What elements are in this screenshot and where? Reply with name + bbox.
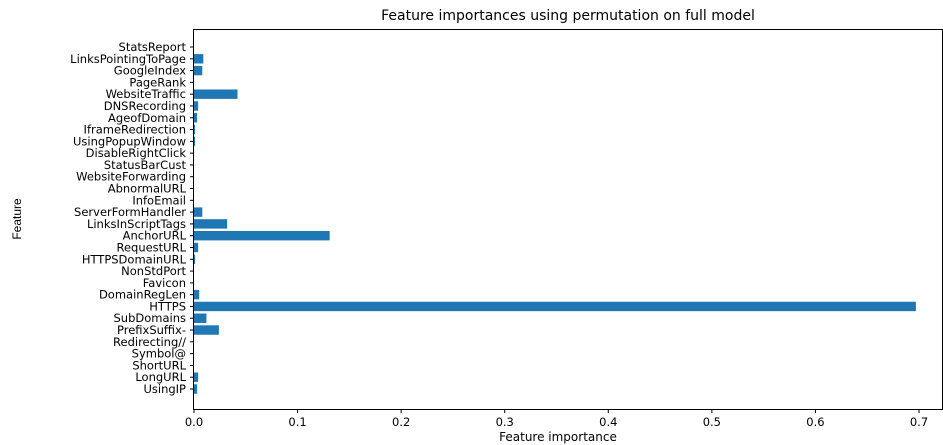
x-tick-label-5: 0.5	[703, 415, 721, 429]
y-tick-label-dnsrecording: DNSRecording	[104, 99, 186, 113]
y-tick-label-requesturl: RequestURL	[116, 240, 186, 254]
y-tick-label-websiteforwarding: WebsiteForwarding	[76, 170, 186, 184]
bar-prefixsuffix	[194, 325, 219, 335]
bar-websitetraffic	[194, 89, 238, 99]
y-tick-label-googleindex: GoogleIndex	[114, 64, 186, 78]
x-tick-label-3: 0.3	[496, 415, 514, 429]
y-tick-label-linksinscripttags: LinksInScriptTags	[87, 217, 186, 231]
bar-ageofdomain	[194, 113, 198, 123]
y-tick-label-symbol: Symbol@	[132, 347, 186, 361]
bar-anchorurl	[194, 230, 330, 241]
bar-https	[194, 301, 916, 312]
y-tick-label-domainreglen: DomainRegLen	[99, 288, 186, 302]
y-tick-label-disablerightclick: DisableRightClick	[86, 146, 187, 160]
y-tick-label-statsreport: StatsReport	[119, 40, 187, 54]
bar-iframeredirection	[194, 124, 196, 135]
y-tick-label-statusbarcust: StatusBarCust	[104, 158, 187, 172]
y-tick-label-usingip: UsingIP	[143, 382, 186, 396]
bar-domainreglen	[194, 289, 200, 300]
bar-subdomains	[194, 313, 207, 323]
y-tick-label-subdomains: SubDomains	[113, 311, 186, 325]
bar-usingip	[194, 384, 198, 394]
chart-title: Feature importances using permutation on…	[381, 8, 755, 24]
y-tick-label-pagerank: PageRank	[129, 75, 186, 89]
y-tick-label-iframeredirection: IframeRedirection	[84, 123, 186, 137]
y-tick-label-infoemail: InfoEmail	[132, 193, 186, 207]
y-tick-label-redirecting: Redirecting//	[113, 335, 186, 349]
x-ticks-group: 0.0 0.1 0.2 0.3 0.4 0.5 0.6 0.7	[185, 409, 928, 429]
y-tick-label-anchorurl: AnchorURL	[123, 229, 187, 243]
bar-usingpopupwindow	[194, 136, 196, 147]
y-tick-label-shorturl: ShortURL	[132, 358, 186, 372]
x-tick-label-0: 0.0	[185, 415, 203, 429]
bar-requesturl	[194, 242, 199, 253]
y-tick-label-favicon: Favicon	[143, 276, 186, 290]
bar-linksinscripttags	[194, 219, 228, 229]
y-tick-label-websitetraffic: WebsiteTraffic	[106, 87, 186, 101]
x-tick-label-4: 0.4	[599, 415, 617, 429]
x-tick-label-1: 0.1	[288, 415, 306, 429]
y-tick-label-usingpopupwindow: UsingPopupWindow	[73, 134, 186, 148]
bar-longurl	[194, 372, 199, 382]
bar-googleindex	[194, 65, 203, 76]
y-tick-label-longurl: LongURL	[135, 370, 186, 384]
y-tick-label-serverformhandler: ServerFormHandler	[74, 205, 186, 219]
bar-serverformhandler	[194, 207, 203, 217]
bars-group	[194, 54, 916, 394]
x-tick-label-2: 0.2	[392, 415, 410, 429]
x-tick-label-7: 0.7	[910, 415, 928, 429]
y-tick-label-prefixsuffix: PrefixSuffix-	[117, 323, 186, 337]
bar-httpsdomainurl	[194, 254, 196, 264]
y-axis-label: Feature	[10, 198, 24, 240]
x-axis-label: Feature importance	[499, 430, 617, 444]
y-ticks-group: UsingIPLongURLShortURLSymbol@Redirecting…	[70, 40, 194, 396]
x-tick-label-6: 0.6	[806, 415, 824, 429]
y-tick-label-ageofdomain: AgeofDomain	[108, 111, 186, 125]
y-tick-label-linkspointingtopage: LinksPointingToPage	[70, 52, 186, 66]
y-tick-label-nonstdport: NonStdPort	[121, 264, 186, 278]
y-tick-label-https: HTTPS	[149, 299, 186, 313]
y-tick-label-abnormalurl: AbnormalURL	[108, 182, 187, 196]
bar-linkspointingtopage	[194, 54, 204, 64]
bar-dnsrecording	[194, 101, 199, 111]
y-tick-label-httpsdomainurl: HTTPSDomainURL	[82, 252, 187, 266]
